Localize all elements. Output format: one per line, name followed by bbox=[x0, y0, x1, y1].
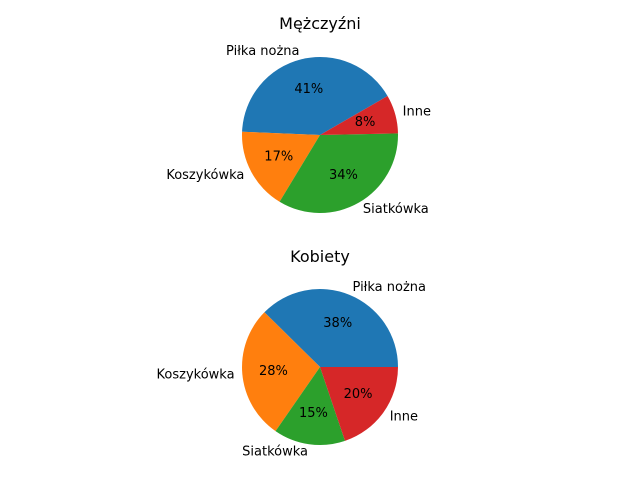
pie-category-label-women-koszykowka: Koszykówka bbox=[157, 367, 235, 382]
pie-percent-label-women-inne: 20% bbox=[344, 387, 373, 402]
pie-labels-women: 38% Piłka nożna 28% Koszykówka 15% Siatkówka 2… bbox=[157, 280, 426, 459]
pie-category-label-men-inne: Inne bbox=[403, 104, 431, 119]
pie-percent-label-women-siatkowka: 15% bbox=[299, 406, 328, 421]
pie-slice-men-pilka-nozna bbox=[242, 57, 388, 135]
pie-slice-women-siatkowka bbox=[275, 367, 346, 446]
pie-slice-men-koszykowka bbox=[242, 131, 320, 202]
pie-percent-label-men-pilka-nozna: 41% bbox=[294, 82, 323, 97]
pie-category-label-men-koszykowka: Koszykówka bbox=[166, 168, 244, 183]
pie-slice-men-inne bbox=[320, 96, 398, 135]
pie-slices-men bbox=[242, 57, 398, 214]
pie-percent-label-men-inne: 8% bbox=[355, 115, 376, 130]
pie-percent-label-men-koszykowka: 17% bbox=[264, 150, 293, 165]
pie-percent-label-women-pilka-nozna: 38% bbox=[323, 316, 352, 331]
pie-slice-men-siatkowka bbox=[279, 133, 398, 214]
chart-title-men: Mężczyźni bbox=[279, 14, 361, 33]
pie-chart-men: Mężczyźni 41% Piłka nożna 17% Koszykówka 34%… bbox=[166, 14, 431, 217]
pie-percent-label-women-koszykowka: 28% bbox=[259, 364, 288, 379]
pie-category-label-women-pilka-nozna: Piłka nożna bbox=[353, 280, 426, 295]
pie-category-label-women-siatkowka: Siatkówka bbox=[242, 444, 308, 459]
pie-slices-women bbox=[242, 289, 398, 446]
pie-slice-women-koszykowka bbox=[242, 312, 320, 432]
pie-category-label-men-siatkowka: Siatkówka bbox=[363, 202, 429, 217]
pie-chart-women: Kobiety 38% Piłka nożna 28% Koszykówka 15% Si… bbox=[157, 247, 426, 459]
pie-labels-men: 41% Piłka nożna 17% Koszykówka 34% Siatkówka 8… bbox=[166, 44, 431, 217]
pie-category-label-men-pilka-nozna: Piłka nożna bbox=[226, 44, 299, 59]
pie-percent-label-men-siatkowka: 34% bbox=[329, 168, 358, 183]
pie-category-label-women-inne: Inne bbox=[390, 410, 418, 425]
pie-slice-women-inne bbox=[320, 367, 398, 441]
chart-title-women: Kobiety bbox=[290, 247, 350, 266]
pie-slice-women-pilka-nozna bbox=[264, 289, 398, 367]
